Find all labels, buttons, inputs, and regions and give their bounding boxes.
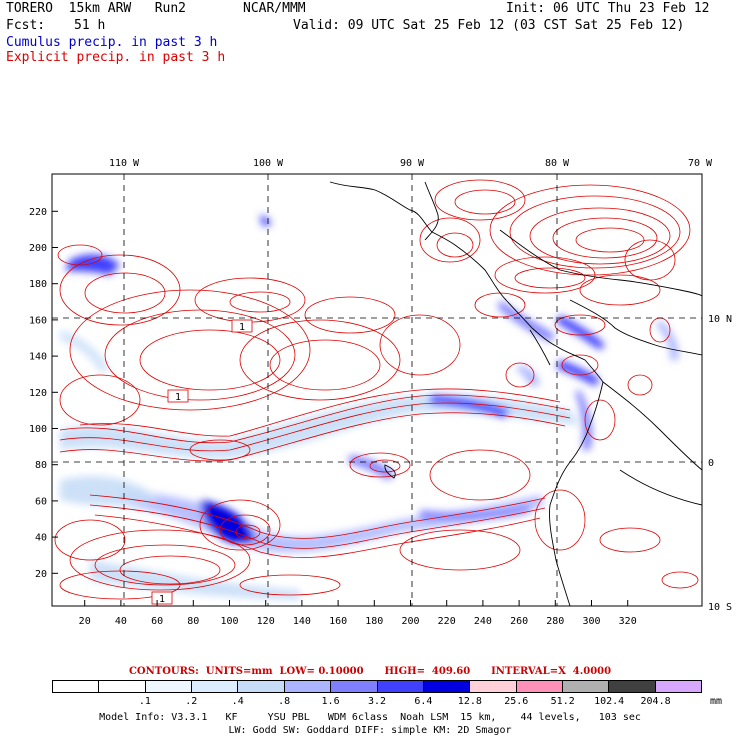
x-axis-ticks: 20 40 60 80 100 120 140 160 180 200 220 240 260 280 30… <box>79 600 637 627</box>
cumulus-precip-title: Cumulus precip. in past 3 h <box>6 35 218 50</box>
lon-label-70w: 70 W <box>688 158 713 169</box>
legend-label: .2 <box>185 696 198 707</box>
contour-label: 1 <box>159 594 165 605</box>
legend-swatch <box>609 681 656 692</box>
legend-swatch <box>331 681 378 692</box>
explicit-precip-title: Explicit precip. in past 3 h <box>6 50 226 65</box>
legend-swatch <box>192 681 239 692</box>
legend-label: .8 <box>278 696 291 707</box>
lon-label-90w: 90 W <box>400 158 425 169</box>
forecast-label: Fcst: <box>6 18 46 33</box>
color-legend <box>52 680 702 693</box>
lat-label-0: 0 <box>708 458 714 469</box>
legend-label: 6.4 <box>414 696 433 707</box>
y-tick-label: 160 <box>29 315 47 326</box>
valid-time: Valid: 09 UTC Sat 25 Feb 12 (03 CST Sat … <box>293 18 685 33</box>
x-tick-label: 40 <box>115 616 127 627</box>
coastlines <box>329 181 702 606</box>
x-tick-label: 160 <box>329 616 347 627</box>
x-tick-label: 220 <box>438 616 456 627</box>
legend-label: 25.6 <box>504 696 529 707</box>
legend-label: 51.2 <box>550 696 575 707</box>
y-tick-label: 220 <box>29 207 47 218</box>
x-tick-label: 100 <box>220 616 238 627</box>
x-tick-label: 20 <box>79 616 91 627</box>
color-legend-labels: .1 .2 .4 .8 1.6 3.2 6.4 12.8 25.6 51.2 102.4 204.8 <box>52 696 702 708</box>
lon-label-80w: 80 W <box>545 158 570 169</box>
map-frame <box>51 173 703 607</box>
legend-swatch <box>53 681 100 692</box>
legend-label: 1.6 <box>321 696 340 707</box>
y-tick-label: 140 <box>29 352 47 363</box>
y-tick-label: 180 <box>29 279 47 290</box>
legend-swatch <box>562 681 610 692</box>
y-axis-ticks: 20 40 60 80 100 120 140 160 180 200 220 <box>29 207 58 580</box>
legend-swatch <box>516 681 563 692</box>
legend-swatch <box>423 681 471 692</box>
x-tick-label: 60 <box>151 616 163 627</box>
physics-info: LW: Godd SW: Goddard DIFF: simple KM: 2D… <box>228 725 512 736</box>
forecast-hour: 51 h <box>74 18 106 33</box>
x-tick-label: 300 <box>582 616 600 627</box>
legend-label: 3.2 <box>367 696 387 707</box>
legend-swatch <box>99 681 146 692</box>
x-tick-label: 140 <box>293 616 311 627</box>
x-tick-label: 320 <box>619 616 637 627</box>
explicit-precip-contours <box>54 179 699 600</box>
legend-swatch <box>238 681 285 692</box>
y-tick-label: 120 <box>29 388 47 399</box>
legend-label: 102.4 <box>594 696 625 707</box>
org-label: NCAR/MMM <box>243 1 306 16</box>
y-tick-label: 80 <box>35 460 47 471</box>
legend-unit: mm <box>710 696 723 707</box>
x-tick-label: 260 <box>510 616 528 627</box>
legend-label: .1 <box>138 696 151 707</box>
legend-swatch <box>284 681 332 692</box>
y-tick-label: 60 <box>35 496 47 507</box>
lat-label-10n: 10 N <box>708 314 732 325</box>
x-tick-label: 200 <box>401 616 419 627</box>
contour-label: 1 <box>239 322 245 333</box>
model-info: Model Info: V3.3.1 KF YSU PBL WDM 6class… <box>99 712 641 723</box>
legend-label: 204.8 <box>640 696 671 707</box>
y-tick-label: 20 <box>35 569 47 580</box>
model-title: TORERO 15km ARW Run2 <box>6 1 187 16</box>
contour-label: 1 <box>175 392 181 403</box>
legend-swatch <box>145 681 193 692</box>
legend-swatch <box>377 681 424 692</box>
lat-lon-grid <box>52 174 702 606</box>
y-tick-label: 40 <box>35 533 47 544</box>
contour-info: CONTOURS: UNITS=mm LOW= 0.10000 HIGH= 40… <box>128 666 612 677</box>
x-tick-label: 240 <box>474 616 492 627</box>
latitude-labels: 10 N 0 10 S <box>708 314 732 613</box>
map-background <box>52 174 702 606</box>
longitude-labels: 110 W 100 W 90 W 80 W 70 W <box>109 158 713 169</box>
legend-swatch <box>655 681 702 692</box>
lon-label-100w: 100 W <box>253 158 284 169</box>
lon-label-110w: 110 W <box>109 158 140 169</box>
legend-swatch <box>470 681 517 692</box>
legend-label: .4 <box>231 696 244 707</box>
x-tick-label: 280 <box>546 616 564 627</box>
x-tick-label: 120 <box>257 616 275 627</box>
x-tick-label: 180 <box>365 616 383 627</box>
y-tick-label: 200 <box>29 243 47 254</box>
init-time: Init: 06 UTC Thu 23 Feb 12 <box>506 1 710 16</box>
y-tick-label: 100 <box>29 424 47 435</box>
x-tick-label: 80 <box>187 616 199 627</box>
legend-label: 12.8 <box>457 696 482 707</box>
lat-label-10s: 10 S <box>708 602 732 613</box>
